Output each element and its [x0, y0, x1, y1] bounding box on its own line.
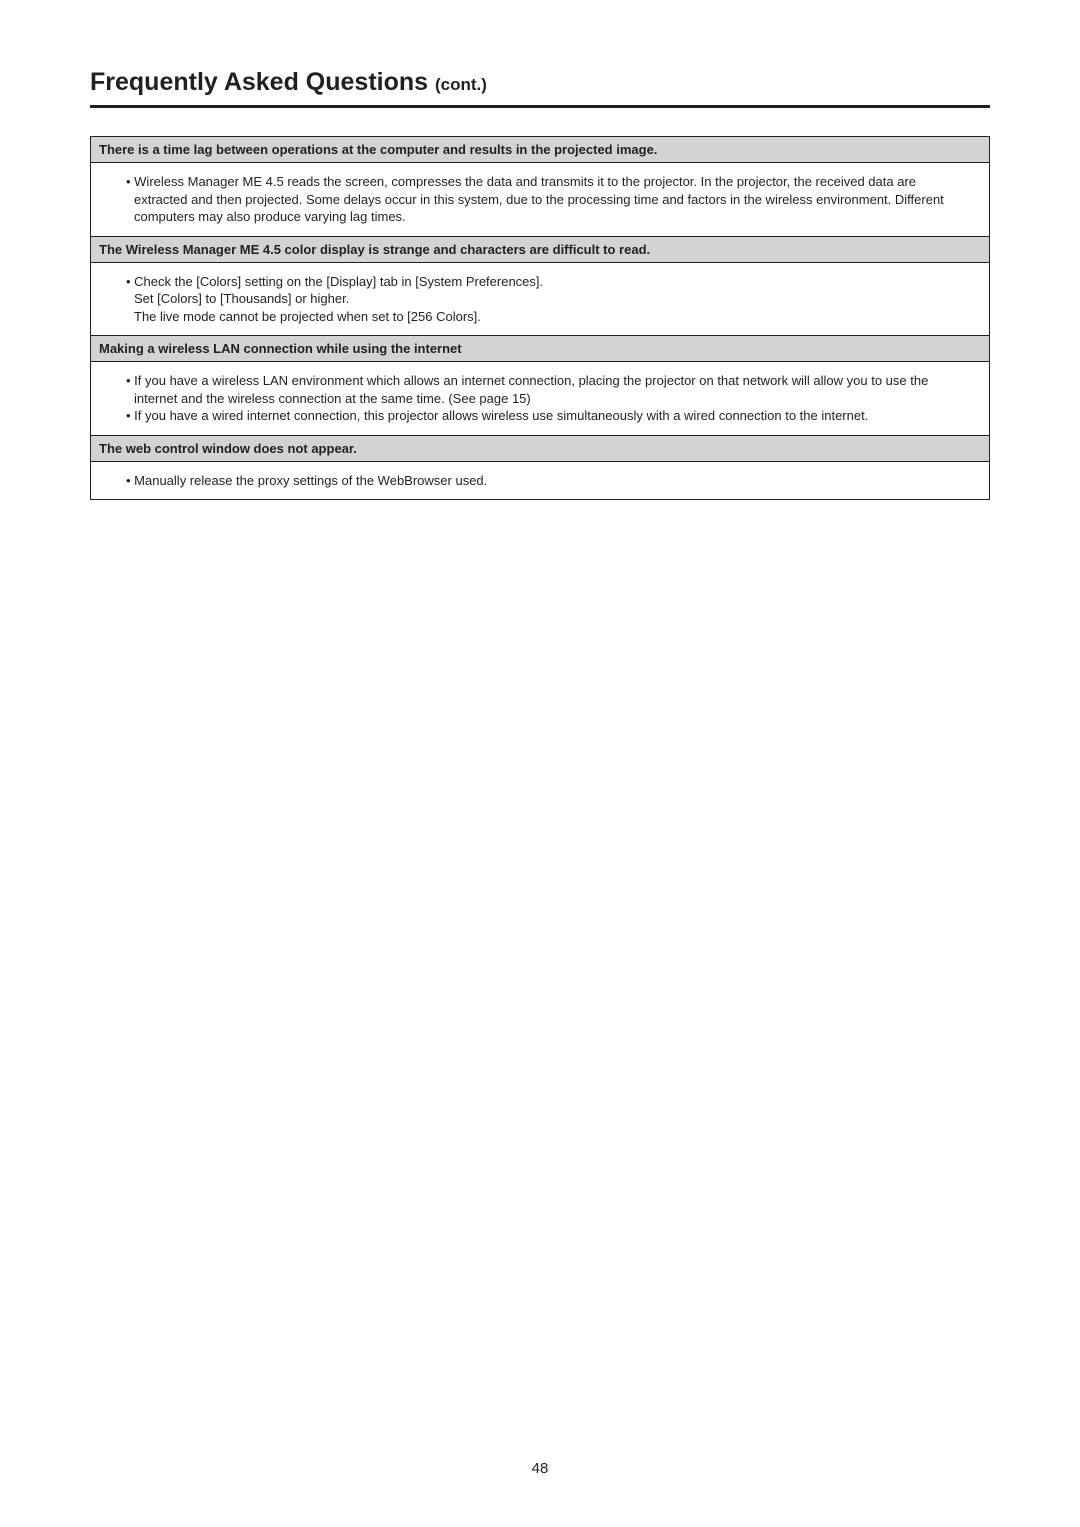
faq-question: There is a time lag between operations a…	[91, 137, 989, 162]
faq-answer-line: • If you have a wired internet connectio…	[126, 407, 971, 425]
faq-answer-line: • Wireless Manager ME 4.5 reads the scre…	[126, 173, 971, 226]
faq-answer-line: • Manually release the proxy settings of…	[126, 472, 971, 490]
faq-table: There is a time lag between operations a…	[90, 136, 990, 500]
faq-answer: • Wireless Manager ME 4.5 reads the scre…	[91, 162, 989, 236]
faq-answer-line: • Check the [Colors] setting on the [Dis…	[126, 273, 971, 291]
faq-answer: • Check the [Colors] setting on the [Dis…	[91, 262, 989, 336]
page-content: Frequently Asked Questions (cont.) There…	[0, 0, 1080, 500]
faq-question: The Wireless Manager ME 4.5 color displa…	[91, 236, 989, 262]
title-underline	[90, 105, 990, 108]
faq-answer-line: The live mode cannot be projected when s…	[126, 308, 971, 326]
page-number: 48	[0, 1460, 1080, 1477]
faq-question: The web control window does not appear.	[91, 435, 989, 461]
faq-question: Making a wireless LAN connection while u…	[91, 335, 989, 361]
page-title: Frequently Asked Questions (cont.)	[90, 68, 990, 97]
title-cont: (cont.)	[435, 75, 487, 94]
faq-answer-line: • If you have a wireless LAN environment…	[126, 372, 971, 407]
title-main: Frequently Asked Questions	[90, 68, 435, 96]
faq-answer: • Manually release the proxy settings of…	[91, 461, 989, 500]
faq-answer: • If you have a wireless LAN environment…	[91, 361, 989, 435]
faq-answer-line: Set [Colors] to [Thousands] or higher.	[126, 290, 971, 308]
